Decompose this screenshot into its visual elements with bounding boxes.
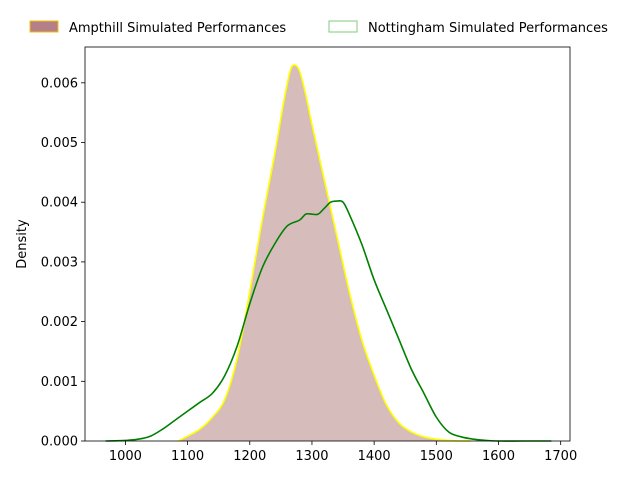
y-tick-label: 0.005 bbox=[41, 136, 78, 151]
y-tick-label: 0.006 bbox=[41, 76, 78, 91]
y-tick-label: 0.000 bbox=[41, 435, 78, 450]
y-axis: 0.000 0.001 0.002 0.003 0.004 0.005 0.006 bbox=[41, 76, 85, 450]
plot-frame bbox=[84, 46, 571, 442]
x-axis: 1000 1100 1200 1300 1400 1500 1600 1700 bbox=[109, 441, 577, 464]
y-tick-label: 0.004 bbox=[41, 196, 78, 211]
legend-label-ampthill: Ampthill Simulated Performances bbox=[69, 21, 286, 36]
y-tick-label: 0.002 bbox=[41, 315, 78, 330]
y-tick-label: 0.001 bbox=[41, 375, 78, 390]
plot-area bbox=[84, 46, 571, 442]
y-tick-label: 0.003 bbox=[41, 255, 78, 270]
x-tick-label: 1700 bbox=[544, 449, 577, 464]
legend: Ampthill Simulated Performances Nottingh… bbox=[29, 20, 608, 36]
legend-swatch-ampthill bbox=[29, 20, 59, 33]
x-tick-label: 1400 bbox=[358, 449, 391, 464]
legend-label-nottingham: Nottingham Simulated Performances bbox=[368, 21, 608, 36]
nottingham-density-line bbox=[105, 199, 552, 442]
ampthill-density-area bbox=[178, 64, 471, 442]
legend-swatch-nottingham bbox=[328, 20, 358, 33]
x-tick-label: 1200 bbox=[233, 449, 266, 464]
x-tick-label: 1500 bbox=[420, 449, 453, 464]
x-tick-label: 1300 bbox=[295, 449, 328, 464]
x-tick-label: 1000 bbox=[109, 449, 142, 464]
y-axis-label: Density bbox=[15, 219, 30, 269]
x-tick-label: 1600 bbox=[482, 449, 515, 464]
ampthill-density-line bbox=[177, 64, 471, 442]
x-tick-label: 1100 bbox=[171, 449, 204, 464]
